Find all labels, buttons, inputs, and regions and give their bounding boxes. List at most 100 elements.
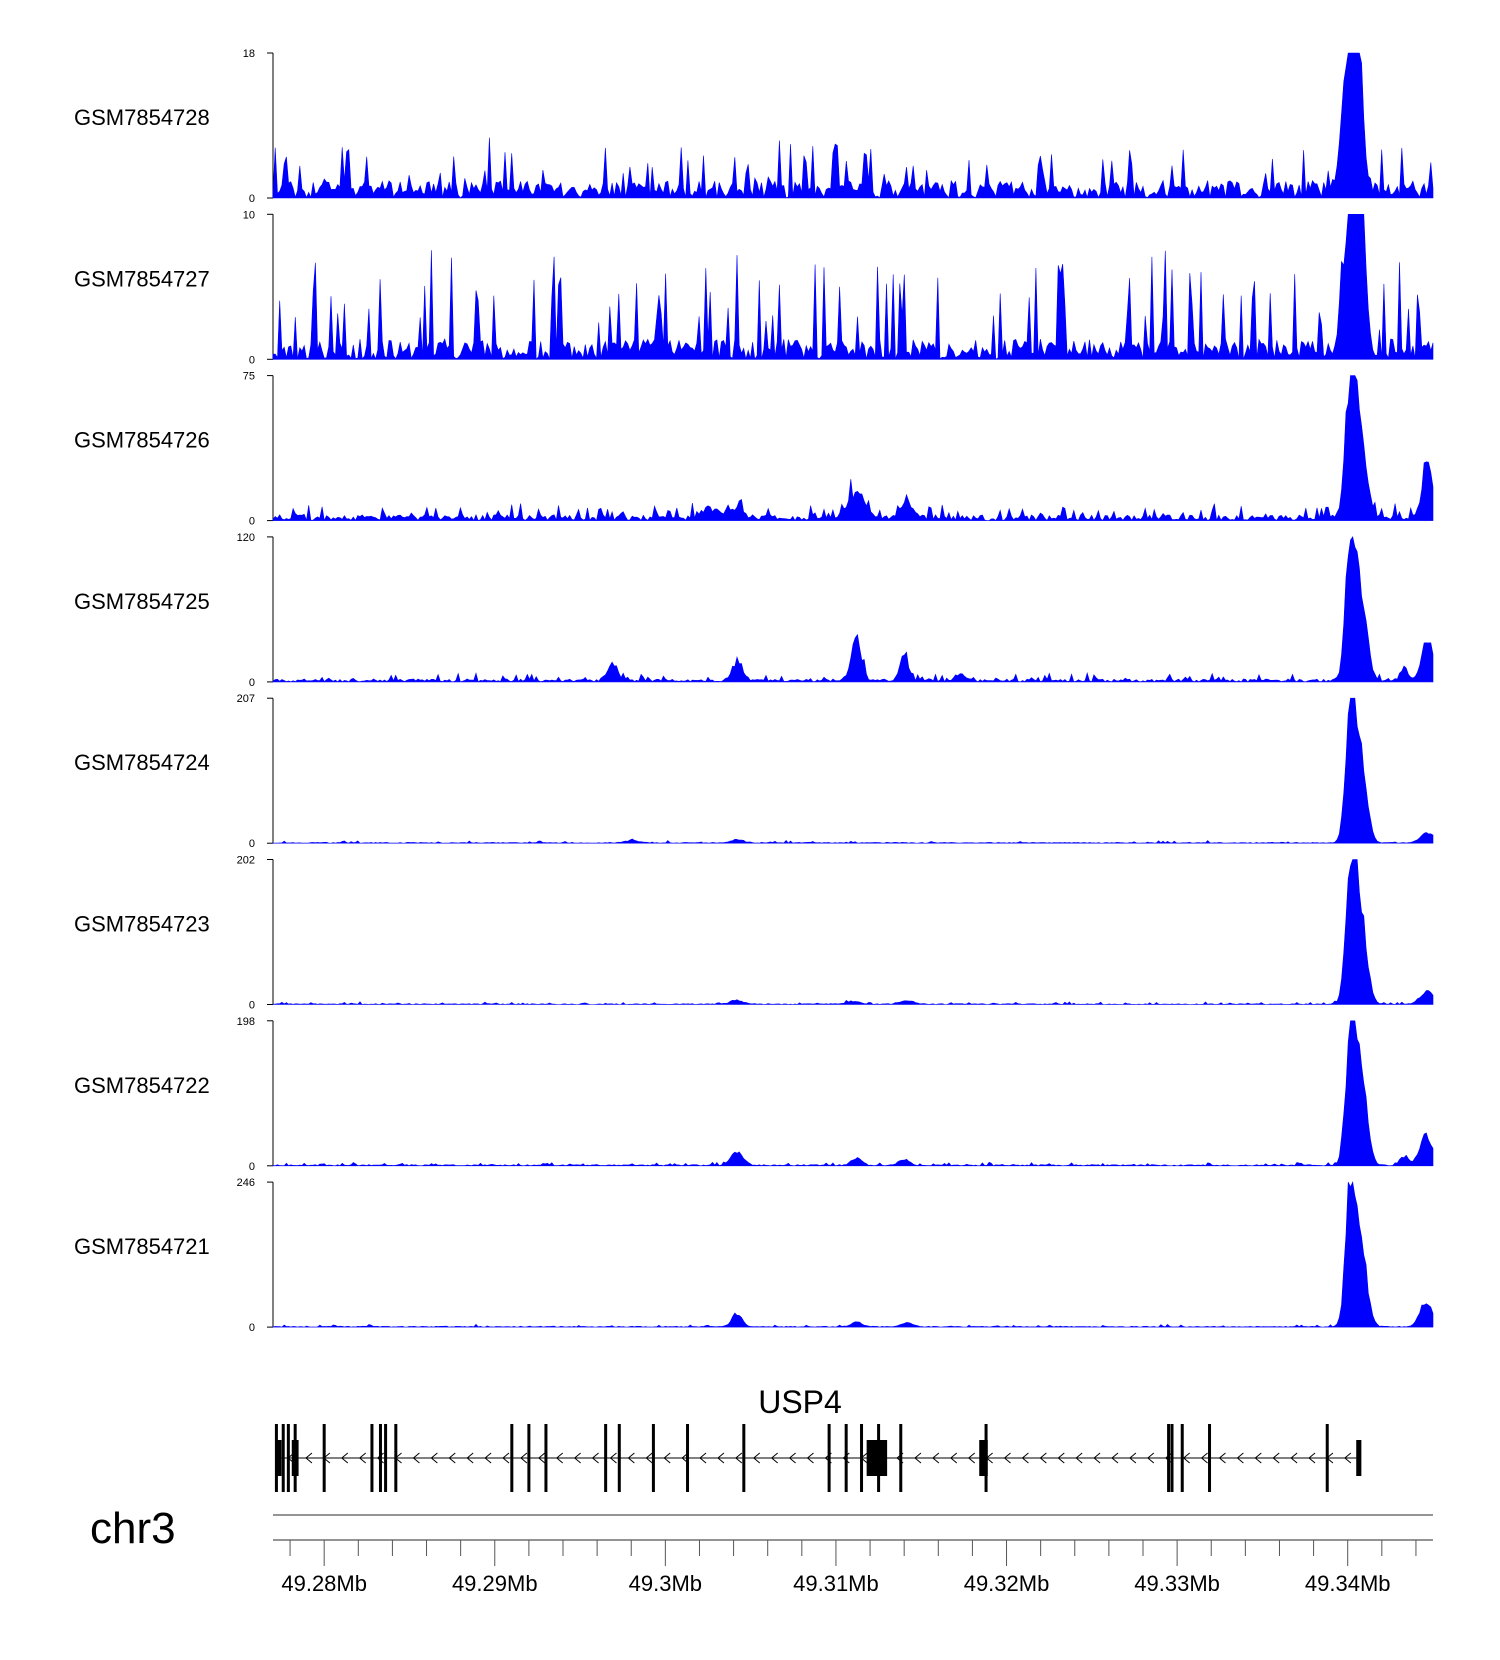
strand-chevron <box>645 1452 653 1464</box>
y-tick-label-max: 202 <box>237 855 255 867</box>
strand-chevron <box>520 1452 528 1464</box>
exon-block <box>1356 1440 1362 1476</box>
coverage-tracks: 18 0 GSM7854728 10 0 GSM7854727 75 0 GSM7854726 1… <box>74 48 1434 1334</box>
track-GSM7854722: 198 0 GSM7854722 <box>74 1016 1434 1173</box>
strand-chevron <box>1236 1452 1244 1464</box>
exon <box>1167 1424 1171 1492</box>
x-tick-label: 49.31Mb <box>793 1571 879 1596</box>
y-tick-label-min: 0 <box>249 193 255 205</box>
strand-chevron <box>967 1452 976 1464</box>
strand-chevron <box>806 1452 814 1464</box>
strand-chevron <box>609 1452 617 1464</box>
y-tick-label-min: 0 <box>249 354 255 366</box>
strand-chevron <box>358 1452 367 1464</box>
strand-chevron <box>1075 1452 1083 1464</box>
exon-block <box>291 1440 299 1476</box>
coverage-area <box>272 1020 1434 1167</box>
track-GSM7854724: 207 0 GSM7854724 <box>74 693 1434 850</box>
coverage-area <box>272 214 1434 360</box>
strand-chevron <box>1290 1452 1298 1464</box>
y-tick-label-min: 0 <box>249 677 255 689</box>
exon <box>1208 1424 1212 1492</box>
x-tick-label: 49.29Mb <box>452 1571 538 1596</box>
track-label: GSM7854723 <box>74 912 210 937</box>
gene-label: USP4 <box>758 1384 842 1420</box>
exon <box>527 1424 531 1492</box>
exon <box>686 1424 690 1492</box>
strand-chevron <box>573 1452 581 1464</box>
exon <box>844 1424 848 1492</box>
y-tick-label-min: 0 <box>249 1161 255 1173</box>
strand-chevron <box>950 1452 958 1464</box>
gene-model: USP4 <box>274 1384 1362 1492</box>
strand-chevron <box>1200 1452 1208 1464</box>
coverage-area <box>272 859 1434 1005</box>
y-tick-label-min: 0 <box>249 1322 255 1334</box>
track-GSM7854723: 202 0 GSM7854723 <box>74 855 1434 1012</box>
genomic-axis: chr3 49.28Mb 49.29Mb 49.3Mb 49.31Mb 49.32Mb 4… <box>90 1504 1433 1596</box>
track-GSM7854721: 246 0 GSM7854721 <box>74 1177 1434 1334</box>
strand-chevron <box>430 1452 438 1464</box>
strand-chevron <box>627 1452 635 1464</box>
x-tick-label: 49.3Mb <box>629 1571 702 1596</box>
exon <box>322 1424 326 1492</box>
strand-chevron <box>1344 1452 1352 1464</box>
strand-chevron <box>1129 1452 1137 1464</box>
strand-chevron <box>538 1452 546 1464</box>
strand-chevron <box>770 1452 778 1464</box>
exon-block <box>979 1440 988 1476</box>
strand-chevron <box>699 1452 707 1464</box>
track-label: GSM7854726 <box>74 428 210 453</box>
track-GSM7854727: 10 0 GSM7854727 <box>74 209 1434 366</box>
strand-chevron <box>788 1452 796 1464</box>
strand-chevron <box>1039 1452 1047 1464</box>
exon <box>394 1424 398 1492</box>
exon <box>651 1424 655 1492</box>
coverage-area <box>272 375 1434 522</box>
strand-chevron <box>1272 1452 1280 1464</box>
strand-chevron <box>932 1452 940 1464</box>
strand-chevron <box>735 1452 743 1464</box>
y-tick-label-max: 10 <box>243 209 255 221</box>
strand-chevron <box>341 1452 349 1464</box>
exon <box>510 1424 514 1492</box>
y-tick-label-min: 0 <box>249 838 255 850</box>
coverage-area <box>272 536 1434 683</box>
track-label: GSM7854728 <box>74 105 210 130</box>
track-label: GSM7854725 <box>74 589 210 614</box>
strand-chevron <box>1093 1452 1101 1464</box>
exon <box>742 1424 746 1492</box>
track-label: GSM7854724 <box>74 750 210 775</box>
chromosome-label: chr3 <box>90 1504 176 1553</box>
x-tick-label: 49.32Mb <box>964 1571 1050 1596</box>
exon <box>1325 1424 1329 1492</box>
strand-chevron <box>305 1452 313 1464</box>
strand-chevron <box>412 1452 420 1464</box>
exon <box>617 1424 621 1492</box>
strand-chevron <box>1057 1452 1065 1464</box>
exon-block <box>276 1440 282 1476</box>
y-tick-label-max: 198 <box>237 1016 255 1028</box>
track-GSM7854728: 18 0 GSM7854728 <box>74 48 1434 205</box>
strand-chevron <box>466 1452 474 1464</box>
exon-block <box>866 1440 888 1476</box>
exon <box>544 1424 548 1492</box>
exon <box>384 1424 388 1492</box>
strand-chevron <box>1021 1452 1029 1464</box>
x-tick-label: 49.33Mb <box>1134 1571 1220 1596</box>
exon <box>827 1424 831 1492</box>
exon <box>378 1424 382 1492</box>
track-label: GSM7854727 <box>74 266 210 291</box>
track-GSM7854726: 75 0 GSM7854726 <box>74 371 1434 528</box>
coverage-area <box>272 52 1434 199</box>
y-tick-label-max: 18 <box>243 48 255 60</box>
strand-chevron <box>591 1452 599 1464</box>
y-tick-label-min: 0 <box>249 516 255 528</box>
exon <box>370 1424 374 1492</box>
strand-chevron <box>717 1452 725 1464</box>
exon <box>860 1424 864 1492</box>
strand-chevron <box>502 1452 510 1464</box>
exon <box>286 1424 290 1492</box>
strand-chevron <box>1308 1452 1316 1464</box>
